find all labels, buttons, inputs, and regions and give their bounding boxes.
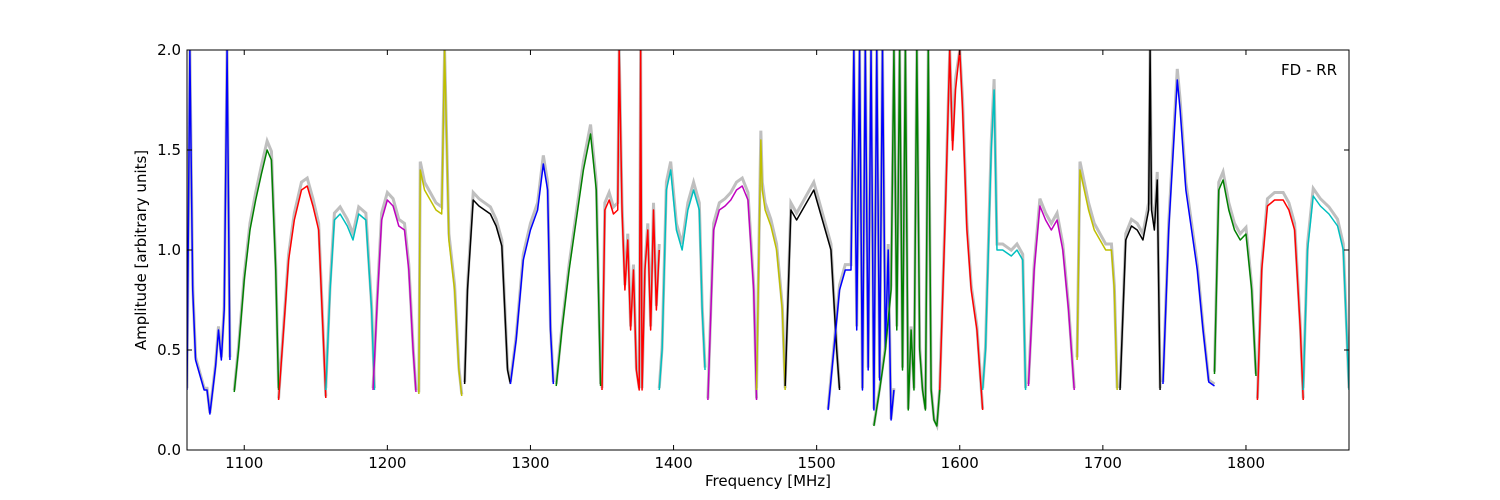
series-line-2 bbox=[233, 149, 280, 393]
series-line-11 bbox=[658, 169, 706, 391]
series-line-5 bbox=[372, 199, 417, 393]
series-line-24 bbox=[1256, 199, 1304, 401]
series-line-14 bbox=[784, 189, 841, 391]
series-line-7 bbox=[463, 199, 512, 385]
x-tick-label: 1700 bbox=[1084, 454, 1122, 472]
series-line-20 bbox=[1076, 169, 1118, 391]
x-tick-label: 1500 bbox=[798, 454, 836, 472]
reference-line-20 bbox=[1075, 161, 1119, 389]
series-line-22 bbox=[1162, 79, 1215, 387]
series-line-12 bbox=[707, 185, 758, 401]
series-line-18 bbox=[981, 89, 1027, 391]
x-tick-label: 1300 bbox=[511, 454, 549, 472]
series-line-16 bbox=[873, 50, 941, 427]
series-line-13 bbox=[755, 139, 786, 391]
y-tick-label: 2.0 bbox=[157, 41, 181, 59]
series-line-15 bbox=[827, 50, 895, 421]
series-line-21 bbox=[1119, 50, 1161, 391]
series-line-23 bbox=[1213, 179, 1257, 377]
series-line-19 bbox=[1027, 205, 1075, 391]
series-line-25 bbox=[1302, 195, 1349, 391]
series-line-4 bbox=[325, 213, 376, 391]
series-line-1 bbox=[187, 50, 231, 415]
y-tick-label: 1.5 bbox=[157, 141, 181, 159]
series-line-8 bbox=[509, 163, 555, 385]
y-axis-label: Amplitude [arbitrary units] bbox=[132, 150, 150, 350]
series-layer bbox=[187, 50, 1349, 432]
reference-line-22 bbox=[1161, 68, 1216, 386]
chart-annotation: FD - RR bbox=[1281, 61, 1337, 79]
x-tick-label: 1100 bbox=[225, 454, 263, 472]
x-tick-label: 1600 bbox=[941, 454, 979, 472]
y-tick-label: 1.0 bbox=[157, 241, 181, 259]
y-tick-label: 0.5 bbox=[157, 341, 181, 359]
series-line-9 bbox=[555, 133, 602, 387]
series-line-17 bbox=[938, 50, 984, 411]
x-tick-label: 1800 bbox=[1227, 454, 1265, 472]
series-line-3 bbox=[277, 185, 327, 401]
reference-line-24 bbox=[1255, 191, 1305, 399]
x-tick-label: 1200 bbox=[368, 454, 406, 472]
reference-line-17 bbox=[938, 50, 985, 409]
reference-line-10 bbox=[600, 50, 661, 389]
y-tick-label: 0.0 bbox=[157, 441, 181, 459]
reference-line-21 bbox=[1118, 50, 1162, 389]
reference-line-3 bbox=[277, 175, 328, 399]
reference-line-25 bbox=[1301, 184, 1349, 389]
x-tick-label: 1400 bbox=[654, 454, 692, 472]
x-axis-label: Frequency [MHz] bbox=[705, 472, 831, 490]
series-line-10 bbox=[601, 50, 660, 391]
series-line-6 bbox=[418, 50, 463, 397]
ticks-layer: 1100 1200 1300 1400 1500 1600 1700 1800 0.0 0.5 1.… bbox=[157, 41, 1349, 472]
reference-line-1 bbox=[187, 50, 232, 414]
reference-line-6 bbox=[417, 50, 464, 395]
